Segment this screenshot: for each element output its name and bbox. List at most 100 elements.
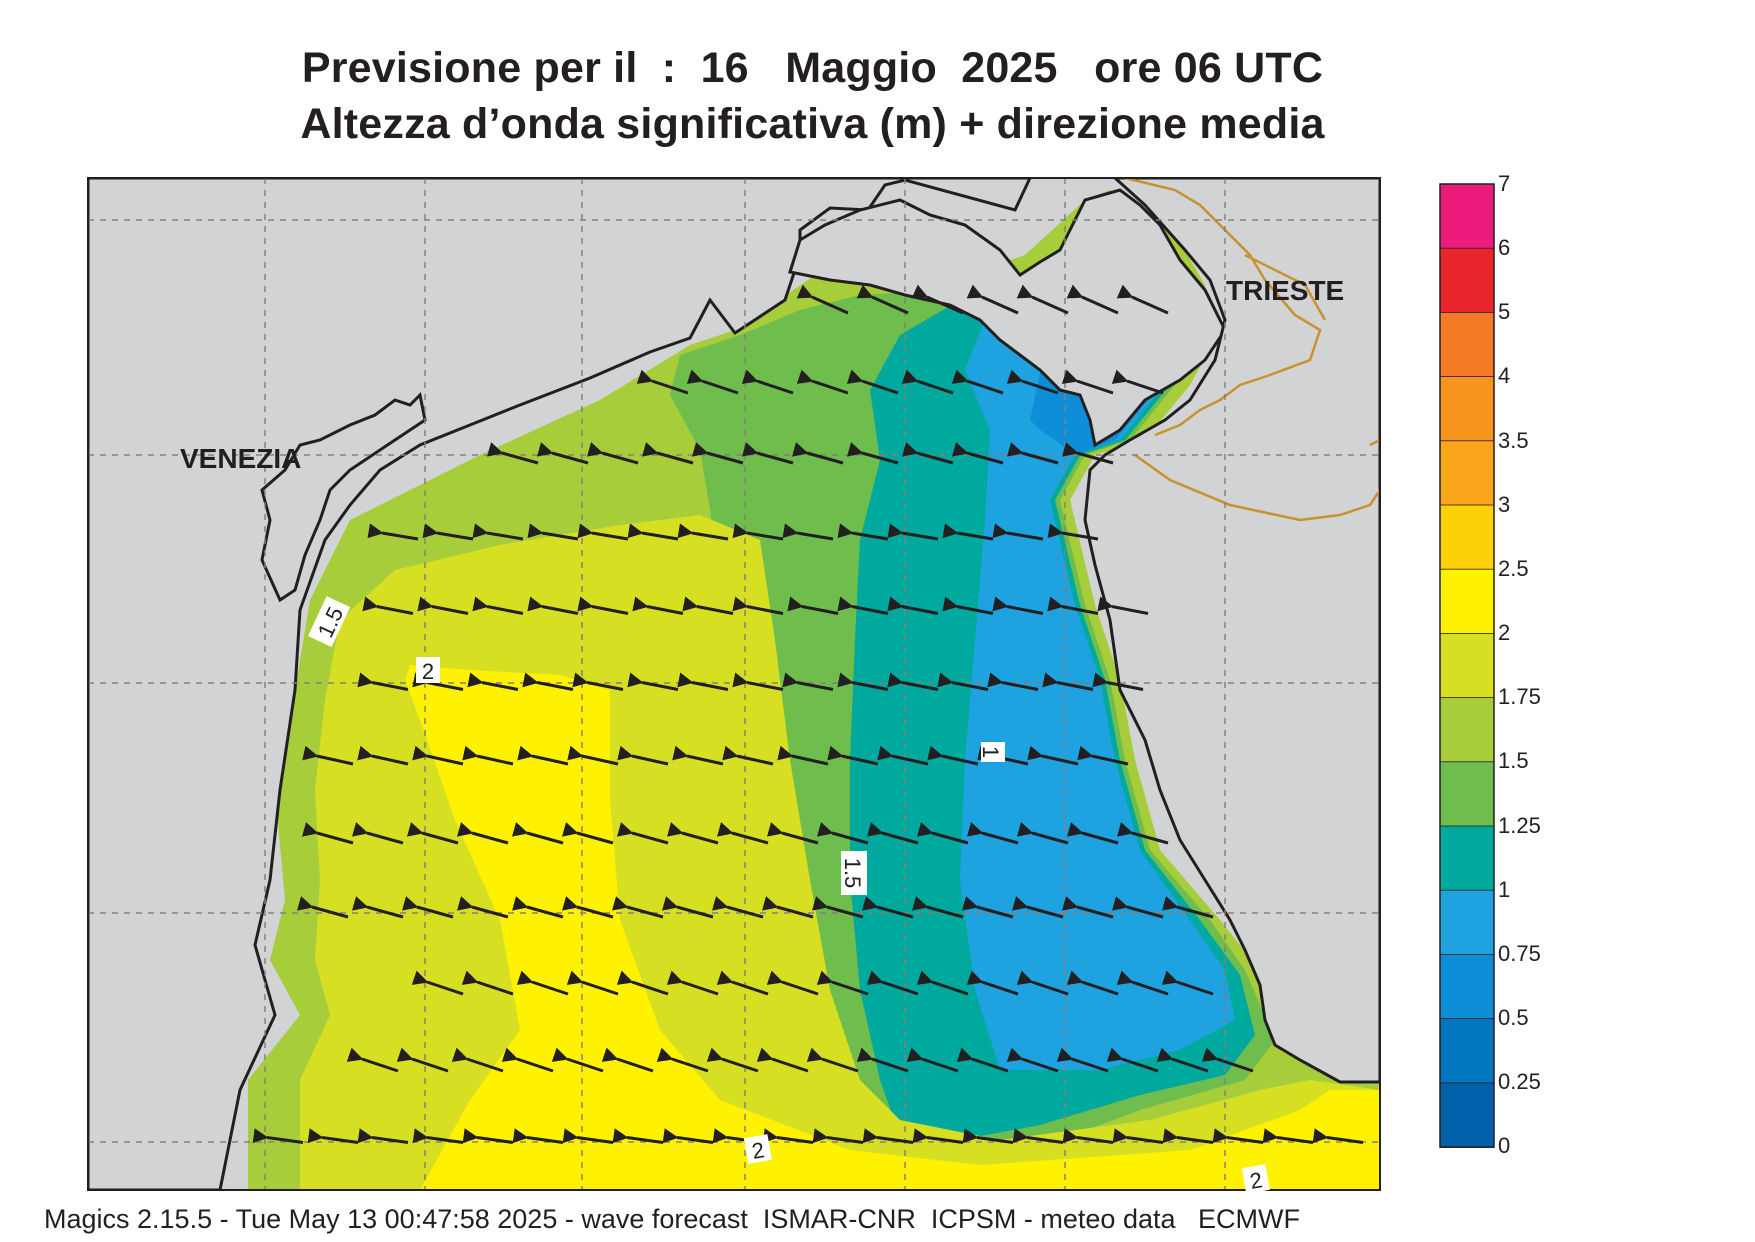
wave-direction-arrow	[636, 369, 689, 395]
wave-direction-arrow	[856, 284, 909, 315]
legend-swatch	[1439, 247, 1495, 314]
legend-label: 2	[1498, 620, 1511, 645]
wave-direction-arrow	[511, 896, 564, 919]
legend-label: 2.5	[1498, 556, 1529, 581]
wave-direction-arrow	[302, 745, 354, 766]
wave-direction-arrow	[1097, 596, 1149, 615]
wave-direction-arrow	[527, 596, 579, 615]
wave-direction-arrow	[1162, 1128, 1214, 1144]
wave-direction-arrow	[406, 822, 459, 845]
wave-direction-arrow	[942, 523, 994, 541]
wave-direction-arrow	[1016, 284, 1069, 315]
wave-direction-arrow	[796, 284, 849, 315]
wave-direction-arrows	[252, 284, 1364, 1144]
wave-direction-arrow	[616, 970, 669, 996]
wave-direction-arrow	[617, 745, 669, 766]
wave-direction-arrow	[1061, 896, 1114, 919]
wave-direction-arrow	[1027, 745, 1079, 766]
wave-direction-arrow	[461, 970, 514, 996]
legend-swatch	[1439, 568, 1495, 635]
wave-direction-arrow	[761, 896, 814, 919]
legend-swatch	[1439, 697, 1495, 763]
wave-direction-arrow	[467, 672, 519, 691]
wave-direction-arrow	[741, 442, 794, 465]
wave-direction-arrow	[787, 596, 839, 615]
wave-direction-arrow	[656, 1047, 709, 1073]
wave-direction-arrow	[1061, 442, 1114, 465]
wave-direction-arrow	[962, 1128, 1014, 1144]
wave-direction-arrow	[1111, 896, 1164, 919]
legend-swatch	[1439, 633, 1495, 699]
wave-direction-arrow	[812, 1128, 864, 1144]
wave-direction-arrow	[677, 672, 729, 691]
wave-direction-arrow	[561, 896, 614, 919]
wave-direction-arrow	[1066, 970, 1119, 996]
wave-direction-arrow	[422, 523, 474, 541]
wave-direction-arrow	[611, 896, 664, 919]
wave-direction-arrow	[666, 822, 719, 845]
wave-direction-arrow	[756, 1047, 809, 1073]
wave-direction-arrow	[1056, 1047, 1109, 1073]
legend-swatch	[1439, 761, 1495, 827]
wave-direction-arrow	[1006, 442, 1059, 465]
wave-direction-arrow	[616, 822, 669, 845]
wave-direction-arrow	[1201, 1047, 1254, 1073]
wave-direction-arrow	[706, 1047, 759, 1073]
wave-direction-arrow	[1042, 672, 1094, 691]
wave-direction-arrow	[1061, 369, 1114, 395]
wave-direction-arrow	[1111, 369, 1164, 395]
wave-direction-arrow	[887, 596, 939, 615]
wave-direction-arrow	[1077, 745, 1129, 766]
contour-label: 1.5	[840, 858, 865, 889]
wave-direction-arrow	[562, 1128, 614, 1144]
wave-direction-arrow	[627, 672, 679, 691]
wave-direction-arrow	[711, 896, 764, 919]
wave-direction-arrow	[716, 970, 769, 996]
wave-direction-arrow	[357, 1128, 409, 1144]
wave-direction-arrow	[1006, 1047, 1059, 1073]
legend-frame	[1439, 183, 1495, 1148]
wave-direction-arrow	[351, 822, 404, 845]
wave-direction-arrow	[1016, 822, 1069, 845]
wave-direction-arrow	[577, 523, 629, 541]
legend-label: 4	[1498, 363, 1511, 388]
wave-direction-arrow	[927, 745, 979, 766]
wave-direction-arrow	[691, 442, 744, 465]
wave-direction-arrow	[837, 523, 889, 541]
legend-label: 3	[1498, 492, 1511, 517]
legend-label: 1.75	[1498, 684, 1541, 709]
map-title-line-2: Altezza d’onda significativa (m) + direz…	[300, 100, 1325, 148]
legend-swatch	[1439, 183, 1495, 250]
wave-direction-arrow	[856, 1047, 909, 1073]
wave-direction-arrow	[1011, 896, 1064, 919]
wave-direction-arrow	[1161, 896, 1214, 919]
wave-direction-arrow	[586, 442, 639, 465]
wave-direction-arrow	[1116, 822, 1169, 845]
legend-label: 1.25	[1498, 813, 1541, 838]
wave-direction-arrow	[1262, 1128, 1314, 1144]
legend-swatch	[1439, 1018, 1495, 1084]
wave-direction-arrow	[846, 369, 899, 395]
wave-direction-arrow	[732, 596, 784, 615]
map-frame	[87, 177, 1381, 1191]
wave-direction-arrow	[572, 672, 624, 691]
legend-label: 3.5	[1498, 428, 1529, 453]
wave-direction-arrow	[501, 1047, 554, 1073]
wave-direction-arrow	[472, 596, 524, 615]
wave-direction-arrow	[561, 822, 614, 845]
istria-land	[1083, 178, 1380, 1084]
contour-label: 1	[978, 746, 1003, 758]
wave-direction-arrow	[672, 745, 724, 766]
wave-direction-arrow	[937, 672, 989, 691]
contour-label: 2	[422, 659, 434, 684]
wave-direction-arrow	[911, 284, 964, 315]
wave-direction-arrow	[951, 442, 1004, 465]
wave-direction-arrow	[401, 896, 454, 919]
legend-swatch	[1439, 1082, 1495, 1148]
footer-credits: Magics 2.15.5 - Tue May 13 00:47:58 2025…	[44, 1204, 1300, 1234]
wave-direction-arrow	[516, 970, 569, 996]
legend-label: 1.5	[1498, 748, 1529, 773]
legend-swatch	[1439, 889, 1495, 956]
wave-direction-arrow	[837, 596, 889, 615]
wave-direction-arrow	[966, 822, 1019, 845]
